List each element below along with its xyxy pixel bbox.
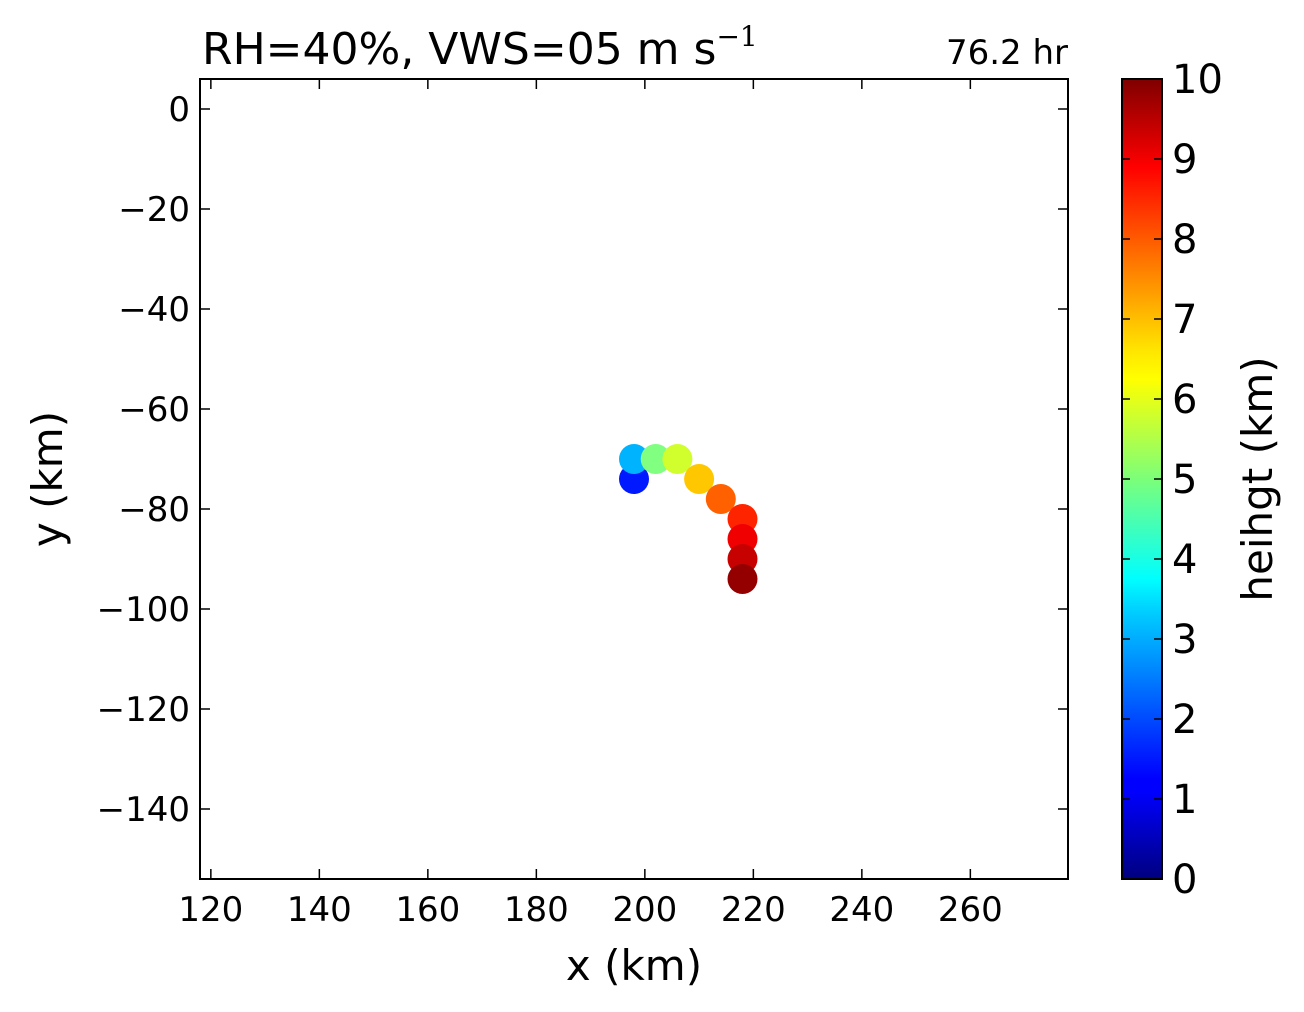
y-axis-label: y (km) (23, 411, 72, 547)
x-tick-label: 120 (178, 890, 243, 930)
scatter-point (684, 464, 715, 494)
y-tick-label: −40 (118, 290, 190, 330)
y-tick-label: −120 (97, 690, 190, 730)
colorbar-tick-label: 2 (1172, 697, 1197, 743)
x-tick-label: 160 (395, 890, 460, 930)
colorbar-label: heihgt (km) (1233, 356, 1282, 601)
colorbar-ticks: 0 1 2 3 4 5 6 7 8 9 10 (1122, 57, 1223, 903)
colorbar-tick-label: 1 (1172, 777, 1197, 823)
colorbar-tick-label: 4 (1172, 537, 1197, 583)
x-tick-label: 220 (721, 890, 786, 930)
x-tick-label: 260 (938, 890, 1003, 930)
time-annotation: 76.2 hr (946, 33, 1068, 73)
plot-area: 120 140 160 180 200 220 240 260 0 −20 −40 −60 −80 −1… (97, 78, 1069, 930)
scatter-point (662, 444, 693, 474)
x-tick-label: 140 (287, 890, 352, 930)
colorbar-tick-label: 9 (1172, 137, 1197, 183)
y-tick-label: −60 (118, 390, 190, 430)
x-axis-label: x (km) (566, 941, 702, 990)
x-tick-label: 180 (504, 890, 569, 930)
y-tick-label: 0 (168, 90, 190, 130)
colorbar-tick-label: 7 (1172, 297, 1197, 343)
x-axis-ticks: 120 140 160 180 200 220 240 260 (178, 79, 1003, 930)
scatter-point (619, 444, 649, 474)
colorbar-tick-label: 10 (1172, 57, 1223, 103)
colorbar-tick-label: 5 (1172, 457, 1197, 503)
y-axis-ticks: 0 −20 −40 −60 −80 −100 −120 −140 (97, 90, 1068, 830)
colorbar-tick-label: 6 (1172, 377, 1197, 423)
scatter-point (705, 484, 736, 514)
colorbar: 0 1 2 3 4 5 6 7 8 9 10 heihgt (km) (1121, 57, 1282, 903)
colorbar-tick-label: 8 (1172, 217, 1197, 263)
scatter-point (640, 444, 671, 474)
x-tick-label: 200 (612, 890, 677, 930)
x-tick-label: 240 (829, 890, 894, 930)
y-tick-label: −20 (118, 190, 190, 230)
y-tick-label: −80 (118, 490, 190, 530)
colorbar-tick-label: 0 (1172, 857, 1197, 903)
chart-title: RH=40%, VWS=05 m s−1 (202, 20, 758, 75)
y-tick-label: −140 (97, 790, 190, 830)
colorbar-tick-label: 3 (1172, 617, 1197, 663)
scatter-point (727, 564, 758, 594)
scatter-points (619, 444, 758, 594)
y-tick-label: −100 (97, 590, 190, 630)
